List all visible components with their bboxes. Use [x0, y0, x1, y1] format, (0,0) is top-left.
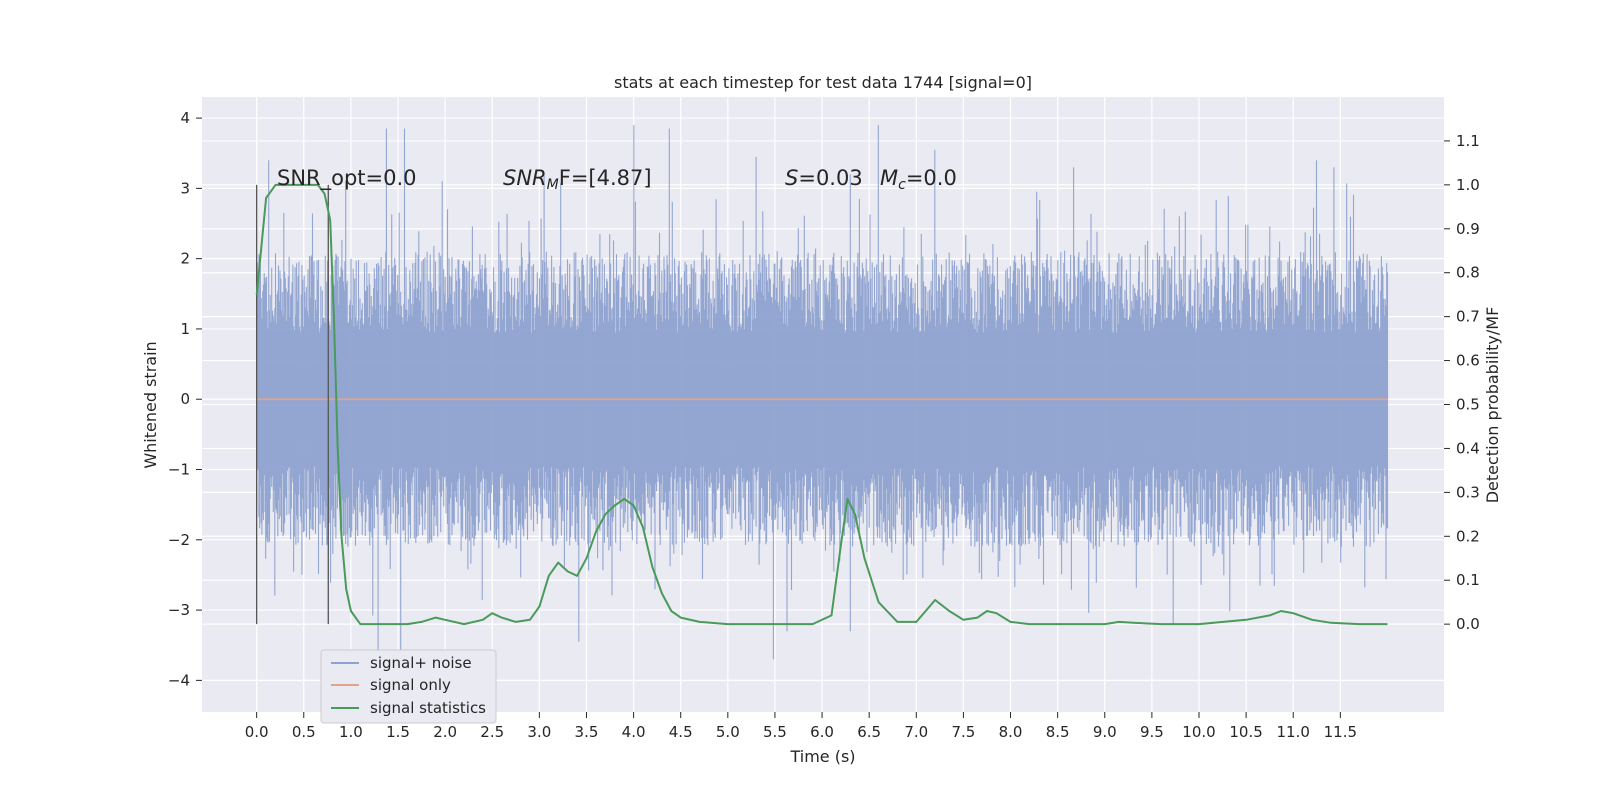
x-tick-label-19: 9.5 [1140, 723, 1164, 741]
x-tick-label-11: 5.5 [763, 723, 787, 741]
x-tick-label-5: 2.5 [480, 723, 504, 741]
annotation-s: S=0.03 [785, 166, 863, 190]
y-right-tick-label-6: 0.5 [1456, 396, 1480, 414]
y-right-tick-label-7: 0.4 [1456, 439, 1480, 457]
x-tick-label-8: 4.0 [622, 723, 646, 741]
x-axis-label: Time (s) [789, 747, 855, 766]
annotation-mc-main: M [880, 166, 898, 190]
x-tick-label-23: 11.5 [1324, 723, 1357, 741]
x-tick-label-7: 3.5 [575, 723, 599, 741]
legend: signal+ noise signal only signal statist… [320, 649, 497, 724]
legend-label-signal-only: signal only [370, 676, 451, 694]
y-axis-label: Whitened strain [141, 341, 160, 468]
y-tick-label-8: −4 [168, 671, 190, 689]
y-right-tick-label-8: 0.3 [1456, 483, 1480, 501]
x-tick-label-21: 10.5 [1229, 723, 1262, 741]
annotation-mc-sub: c [898, 177, 906, 193]
x-tick-label-3: 1.5 [386, 723, 410, 741]
x-tick-label-18: 9.0 [1093, 723, 1117, 741]
x-tick-label-15: 7.5 [951, 723, 975, 741]
x-tick-label-2: 1.0 [339, 723, 363, 741]
x-tick-label-20: 10.0 [1182, 723, 1215, 741]
signal-statistics-line [255, 183, 1388, 626]
y-tick-label-0: 4 [180, 109, 190, 127]
annotation-mc: Mc=0.0 [880, 166, 957, 193]
y-right-axis-label: Detection probability/MF [1483, 307, 1502, 504]
x-tick-label-22: 11.0 [1277, 723, 1310, 741]
axis-ticks: 0.0 0.5 1.0 1.5 2.0 2.5 3.0 3.5 4.0 4.5 5.0 5.5 6.0 6… [168, 109, 1480, 741]
marker-lines [256, 184, 329, 625]
y-tick-label-4: 0 [180, 390, 190, 408]
y-right-tick-label-10: 0.1 [1456, 571, 1480, 589]
y-right-tick-label-11: 0.0 [1456, 615, 1480, 633]
x-tick-label-12: 6.0 [810, 723, 834, 741]
x-tick-label-10: 5.0 [716, 723, 740, 741]
y-right-tick-label-5: 0.6 [1456, 352, 1480, 370]
y-right-tick-label-2: 0.9 [1456, 220, 1480, 238]
y-tick-label-6: −2 [168, 531, 190, 549]
y-tick-label-5: −1 [168, 461, 190, 479]
y-right-tick-label-9: 0.2 [1456, 527, 1480, 545]
annotation-snr-mf-sub: M [547, 177, 559, 193]
annotation-snr-mf: SNRMF=[4.87] [503, 166, 652, 193]
x-tick-label-9: 4.5 [669, 723, 693, 741]
y-right-tick-label-0: 1.1 [1456, 132, 1480, 150]
x-tick-label-1: 0.5 [292, 723, 316, 741]
annotation-snr-mf-main: SNR [503, 166, 547, 190]
legend-label-signal-statistics: signal statistics [370, 699, 486, 717]
y-right-tick-label-3: 0.8 [1456, 264, 1480, 282]
x-tick-label-6: 3.0 [527, 723, 551, 741]
x-tick-label-4: 2.0 [433, 723, 457, 741]
y-right-tick-label-4: 0.7 [1456, 308, 1480, 326]
x-tick-label-13: 6.5 [857, 723, 881, 741]
x-tick-label-17: 8.5 [1046, 723, 1070, 741]
signal-statistics-series [255, 183, 1388, 626]
y-tick-label-7: −3 [168, 601, 190, 619]
y-tick-label-3: 1 [180, 320, 190, 338]
annotation-snr-opt: SNR_opt=0.0 [277, 166, 417, 191]
y-right-tick-label-1: 1.0 [1456, 176, 1480, 194]
y-tick-label-1: 3 [180, 179, 190, 197]
legend-box [320, 649, 497, 724]
y-tick-label-2: 2 [180, 250, 190, 268]
chart-title: stats at each timestep for test data 174… [614, 73, 1032, 92]
annotation-s-rest: =0.03 [798, 166, 862, 190]
x-tick-label-14: 7.0 [904, 723, 928, 741]
annotation-mc-rest: =0.0 [906, 166, 957, 190]
annotation-s-main: S [785, 166, 798, 190]
x-tick-label-0: 0.0 [245, 723, 269, 741]
legend-label-signal-noise: signal+ noise [370, 654, 472, 672]
annotation-snr-mf-rest: F=[4.87] [559, 166, 652, 190]
x-tick-label-16: 8.0 [999, 723, 1023, 741]
